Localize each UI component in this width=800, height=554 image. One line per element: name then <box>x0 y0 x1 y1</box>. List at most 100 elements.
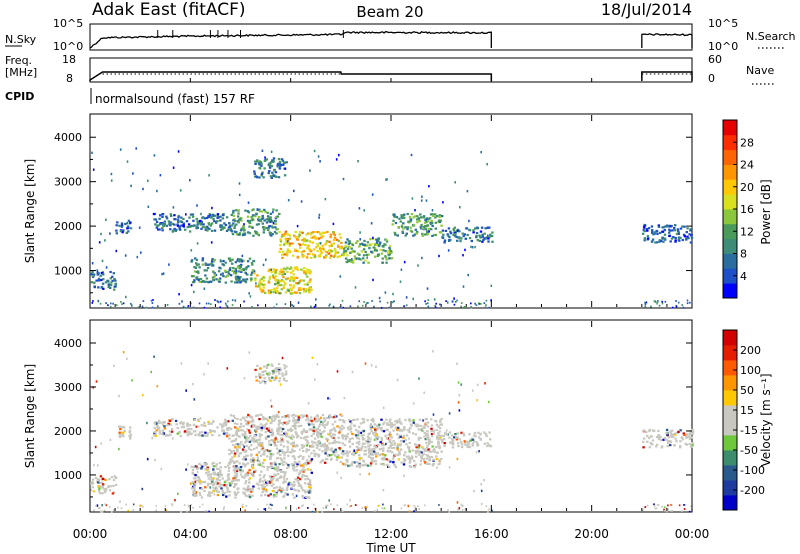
scatter-cell <box>204 434 208 437</box>
scatter-cell <box>210 422 213 425</box>
scatter-speckle <box>203 287 206 290</box>
scatter-cell <box>115 229 118 232</box>
scatter-cell <box>258 480 261 483</box>
scatter-cell <box>308 248 311 251</box>
scatter-speckle <box>418 508 420 510</box>
scatter-cell <box>353 461 356 464</box>
scatter-cell <box>302 463 305 466</box>
scatter-cell <box>268 225 271 228</box>
scatter-cell <box>239 422 243 425</box>
scatter-cell <box>118 425 121 428</box>
scatter-cell <box>270 428 274 431</box>
scatter-cell <box>477 436 481 439</box>
scatter-cell <box>399 220 402 223</box>
scatter-cell <box>263 459 266 462</box>
scatter-cell <box>490 234 494 238</box>
scatter-cell <box>295 433 298 436</box>
scatter-cell <box>251 420 254 423</box>
scatter-cell <box>262 424 265 427</box>
scatter-cell <box>188 216 191 219</box>
scatter-cell <box>331 423 334 426</box>
scatter-speckle <box>268 416 271 419</box>
scatter-cell <box>237 429 240 433</box>
scatter-cell <box>274 275 278 278</box>
scatter-cell <box>92 478 95 481</box>
scatter-speckle <box>156 422 158 425</box>
scatter-cell <box>248 494 251 497</box>
scatter-cell <box>170 430 174 433</box>
scatter-cell <box>353 418 356 421</box>
scatter-cell <box>271 226 274 229</box>
scatter-speckle <box>201 503 204 506</box>
scatter-cell <box>666 433 669 436</box>
scatter-cell <box>237 212 240 215</box>
scatter-cell <box>460 443 464 446</box>
scatter-cell <box>319 253 322 256</box>
scatter-cell <box>378 448 382 451</box>
scatter-cell <box>299 436 303 440</box>
scatter-cell <box>243 476 246 479</box>
scatter-cell <box>287 289 290 292</box>
scatter-cell <box>220 224 223 227</box>
scatter-cell <box>108 478 111 481</box>
scatter-cell <box>310 471 313 474</box>
scatter-cell <box>451 446 455 449</box>
scatter-cell <box>293 278 296 281</box>
scatter-cell <box>320 247 323 251</box>
scatter-cell <box>453 436 456 439</box>
scatter-cell <box>466 233 469 237</box>
scatter-cell <box>282 286 285 289</box>
scatter-cell <box>179 435 183 438</box>
scatter-cell <box>680 436 683 439</box>
scatter-cell <box>281 374 284 377</box>
scatter-cell <box>291 242 294 245</box>
scatter-cell <box>677 236 681 239</box>
scatter-speckle <box>434 304 436 307</box>
scatter-speckle <box>477 383 479 387</box>
scatter-cell <box>338 431 341 434</box>
scatter-cell <box>358 464 361 467</box>
scatter-cell <box>691 442 694 445</box>
scatter-speckle <box>318 216 320 219</box>
scatter-cell <box>224 424 228 427</box>
scatter-cell <box>231 262 234 265</box>
scatter-speckle <box>340 476 342 480</box>
scatter-cell <box>276 290 279 293</box>
scatter-cell <box>423 448 427 451</box>
scatter-speckle <box>349 499 351 502</box>
scatter-cell <box>452 443 455 446</box>
scatter-cell <box>356 461 359 464</box>
scatter-cell <box>205 269 208 272</box>
scatter-cell <box>305 270 308 273</box>
scatter-cell <box>440 457 443 461</box>
scatter-cell <box>228 453 231 456</box>
scatter-cell <box>287 429 291 432</box>
scatter-cell <box>239 281 242 284</box>
scatter-cell <box>102 273 105 276</box>
scatter-cell <box>328 249 331 252</box>
scatter-cell <box>690 236 694 240</box>
scatter-cell <box>326 421 330 424</box>
scatter-speckle <box>256 208 259 211</box>
scatter-cell <box>304 491 307 494</box>
scatter-cell <box>663 229 666 232</box>
scatter-cell <box>385 437 389 440</box>
scatter-cell <box>268 166 272 169</box>
scatter-speckle <box>261 149 264 152</box>
scatter-cell <box>396 448 399 451</box>
scatter-speckle <box>642 509 644 512</box>
scatter-cell <box>282 280 285 283</box>
scatter-cell <box>161 215 164 219</box>
scatter-cell <box>461 232 464 235</box>
scatter-cell <box>648 428 651 431</box>
scatter-cell <box>414 215 417 218</box>
scatter-cell <box>301 495 304 498</box>
scatter-cell <box>351 461 354 464</box>
scatter-cell <box>333 414 337 417</box>
scatter-cell <box>257 223 260 226</box>
scatter-cell <box>295 469 299 472</box>
scatter-cell <box>161 222 164 225</box>
scatter-cell <box>292 280 295 283</box>
scatter-cell <box>277 428 281 431</box>
scatter-cell <box>287 483 290 486</box>
